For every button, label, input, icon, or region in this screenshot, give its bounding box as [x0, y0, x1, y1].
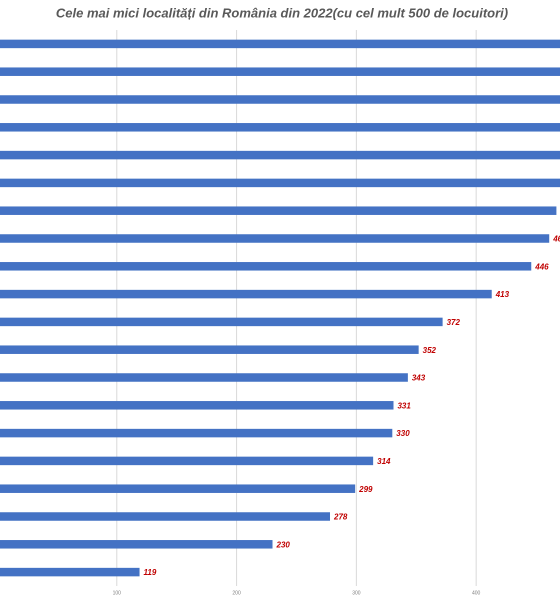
- bar: [0, 289, 492, 299]
- value-label: 331: [397, 401, 411, 410]
- x-tick-label: 100: [113, 590, 122, 596]
- x-tick-label: 200: [232, 590, 241, 596]
- bar: [0, 150, 560, 160]
- value-label: 314: [377, 457, 391, 466]
- bar: [0, 39, 560, 49]
- bar: [0, 373, 408, 382]
- bar: [0, 567, 140, 577]
- x-tick-label: 400: [472, 590, 481, 596]
- bar: [0, 345, 419, 354]
- bar: [0, 67, 560, 76]
- value-label: 352: [423, 346, 437, 355]
- value-label: 461: [552, 235, 560, 244]
- bar: [0, 206, 557, 215]
- bar: [0, 317, 443, 327]
- chart-title: Cele mai mici localități din România din…: [56, 5, 508, 20]
- bar: [0, 123, 560, 132]
- bar: [0, 401, 394, 410]
- bar: [0, 178, 560, 188]
- value-label: 372: [447, 318, 461, 327]
- bar: [0, 262, 532, 271]
- bar: [0, 95, 560, 104]
- bar: [0, 512, 331, 521]
- x-tick-label: 300: [352, 590, 361, 596]
- value-label: 299: [358, 485, 373, 494]
- bar: [0, 234, 550, 243]
- value-label: 446: [534, 262, 549, 271]
- value-label: 413: [495, 290, 510, 299]
- bar: [0, 456, 374, 466]
- value-label: 343: [412, 374, 426, 383]
- value-label: 330: [396, 429, 410, 438]
- bar: [0, 484, 356, 493]
- bar: [0, 428, 393, 438]
- bar: [0, 540, 273, 549]
- value-label: 278: [333, 513, 348, 522]
- value-label: 230: [276, 540, 291, 549]
- value-label: 119: [144, 568, 157, 577]
